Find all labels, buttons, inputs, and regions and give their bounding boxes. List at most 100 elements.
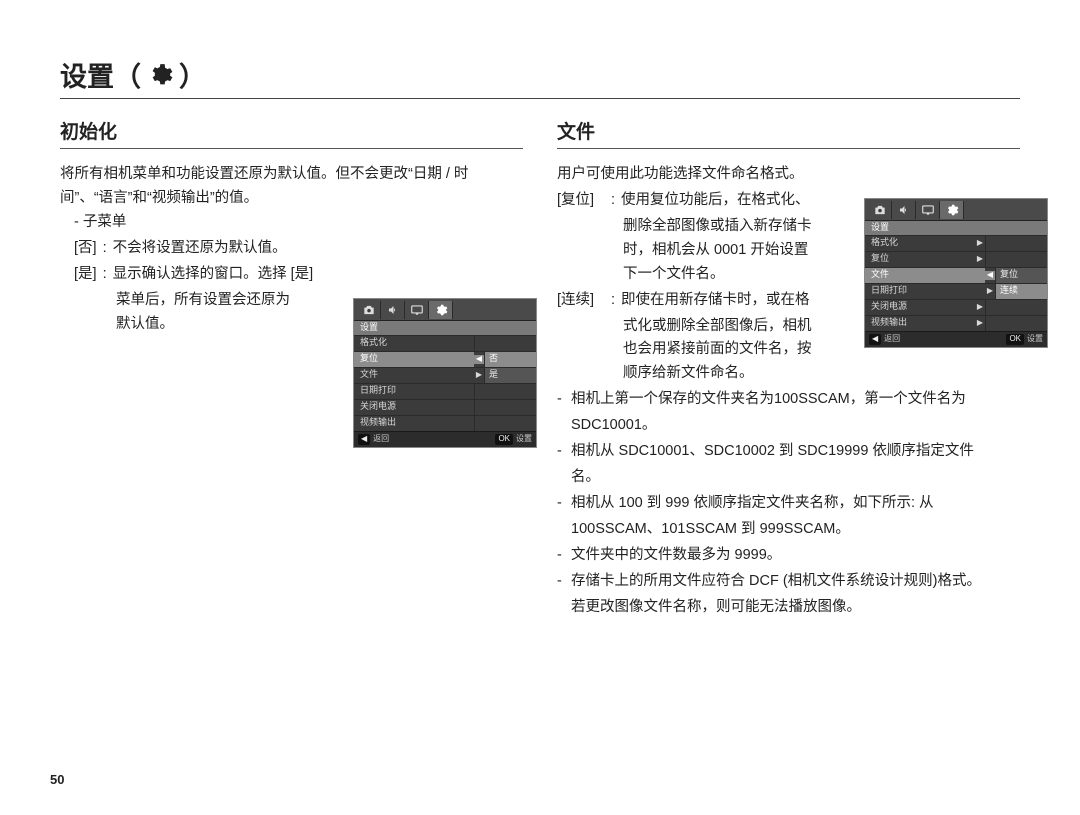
page-number: 50 [50,772,64,787]
opt-reset-key: [复位] [557,189,605,213]
back-label: 返回 [884,335,900,344]
section-heading-left: 初始化 [60,117,523,149]
cam-row-label: 日期打印 [865,284,985,299]
opt-cont-l2: 式化或删除全部图像后，相机 [557,315,847,339]
camera-menu-right: 设置 格式化▶复位▶文件◀复位日期打印▶连续关闭电源▶视频输出▶ ◀返回 OK设… [864,198,1048,348]
dash: - [557,492,571,516]
cam-menu-row: 复位◀否 [354,351,536,367]
cam-row-spacer [474,400,536,415]
cam-menu-row: 视频输出 [354,415,536,431]
cam-footer-right: ◀返回 OK设置 [865,331,1047,347]
cam-tabs [354,299,536,321]
opt-reset-l2: 删除全部图像或插入新存储卡 [557,215,847,239]
chevron-right-icon: ▶ [975,319,985,328]
cam-row-label: 视频输出 [354,416,474,431]
b3-l2: 100SSCAM、101SSCAM 到 999SSCAM。 [557,518,1020,542]
cam-tabs [865,199,1047,221]
opt-cont-l3: 也会用紧接前面的文件名，按 [557,338,847,362]
cam-row-value: 复位 [995,268,1047,283]
cam-row-spacer [985,252,1047,267]
cam-row-spacer [985,300,1047,315]
cam-footer-left: ◀返回 OK设置 [354,431,536,447]
b5-l2: 若更改图像文件名称，则可能无法播放图像。 [557,596,1020,620]
left-intro-l1: 将所有相机菜单和功能设置还原为默认值。但不会更改“日期 / 时 [60,163,523,187]
opt-no-val: 不会将设置还原为默认值。 [113,237,523,261]
camera-tab-icon [868,201,892,219]
settings-tab-icon [940,201,964,219]
cam-row-label: 文件 [354,368,474,383]
sound-tab-icon [892,201,916,219]
cam-menu-row: 格式化 [354,335,536,351]
opt-cont-key: [连续] [557,289,605,313]
section-initialize: 初始化 将所有相机菜单和功能设置还原为默认值。但不会更改“日期 / 时 间”、“… [60,117,523,785]
opt-cont-l1: 即使在用新存储卡时，或在格 [621,289,845,313]
cam-menu-row: 关闭电源▶ [865,299,1047,315]
opt-yes-l1: 显示确认选择的窗口。选择 [是] [113,263,523,287]
b3-l1: 相机从 100 到 999 依顺序指定文件夹名称，如下所示: 从 [571,492,1020,516]
cam-row-label: 日期打印 [354,384,474,399]
opt-reset-l3: 时，相机会从 0001 开始设置 [557,239,847,263]
cam-menu-row: 文件◀复位 [865,267,1047,283]
b2-l2: 名。 [557,466,1020,490]
cam-menu-row: 关闭电源 [354,399,536,415]
b2-l1: 相机从 SDC10001、SDC10002 到 SDC19999 依顺序指定文件 [571,440,1020,464]
cam-row-spacer [474,416,536,431]
title-open-paren: （ [114,62,141,92]
cam-menu-row: 格式化▶ [865,235,1047,251]
cam-menu-row: 复位▶ [865,251,1047,267]
chevron-right-icon: ◀ [985,271,995,280]
cam-row-label: 关闭电源 [865,300,975,315]
cam-menu-row: 文件▶是 [354,367,536,383]
page-title-row: 设置（ ） [60,55,1020,99]
section-heading-right: 文件 [557,117,1020,149]
b1-l1: 相机上第一个保存的文件夹名为100SSCAM，第一个文件名为 [571,388,1020,412]
right-intro: 用户可使用此功能选择文件命名格式。 [557,163,1020,187]
cam-row-label: 格式化 [354,336,474,351]
cam-row-label: 视频输出 [865,316,975,331]
dash: - [557,544,571,568]
chevron-right-icon: ▶ [975,239,985,248]
dash: - [557,570,571,594]
opt-reset-l4: 下一个文件名。 [557,263,847,287]
cam-row-label: 文件 [865,268,985,283]
cam-row-label: 关闭电源 [354,400,474,415]
opt-no-key: [否] [74,237,97,261]
back-key-icon: ◀ [358,434,370,445]
cam-row-spacer [474,336,536,351]
cam-row-label: 格式化 [865,236,975,251]
title-text: 设置 [60,62,114,92]
cam-row-label: 复位 [354,352,474,367]
opt-cont-l4: 顺序给新文件命名。 [557,362,847,386]
opt-cont-colon: : [605,289,621,313]
ok-key-icon: OK [1006,334,1024,345]
page-title: 设置（ [60,55,141,94]
ok-label: 设置 [516,435,532,444]
cam-row-spacer [985,236,1047,251]
chevron-right-icon: ◀ [474,355,484,364]
left-submenu-head: - 子菜单 [60,211,523,235]
display-tab-icon [916,201,940,219]
opt-no-colon: : [97,237,113,261]
dash: - [557,388,571,412]
back-label: 返回 [373,435,389,444]
dash: - [557,440,571,464]
chevron-right-icon: ▶ [474,371,484,380]
cam-header-right: 设置 [865,221,1047,235]
camera-menu-left: 设置 格式化复位◀否文件▶是日期打印关闭电源视频输出 ◀返回 OK设置 [353,298,537,448]
cam-header-left: 设置 [354,321,536,335]
opt-reset-l1: 使用复位功能后，在格式化、 [621,189,845,213]
chevron-right-icon: ▶ [985,287,995,296]
ok-key-icon: OK [495,434,513,445]
opt-yes-colon: : [97,263,113,287]
cam-menu-row: 日期打印 [354,383,536,399]
title-close-paren: ） [179,55,206,94]
camera-tab-icon [357,301,381,319]
left-intro-l2: 间”、“语言”和“视频输出”的值。 [60,187,523,211]
back-key-icon: ◀ [869,334,881,345]
settings-tab-icon [429,301,453,319]
gear-icon [147,62,173,88]
display-tab-icon [405,301,429,319]
ok-label: 设置 [1027,335,1043,344]
cam-row-value: 是 [484,368,536,383]
opt-reset-colon: : [605,189,621,213]
